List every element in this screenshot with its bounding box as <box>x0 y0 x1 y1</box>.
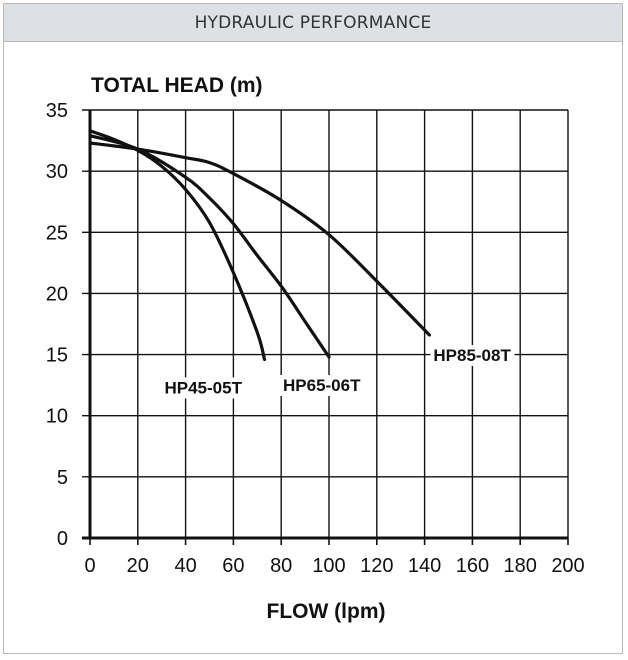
grid-lines <box>82 109 569 545</box>
series-label: HP85-08T <box>433 346 511 365</box>
y-axis-title: TOTAL HEAD (m) <box>91 74 263 97</box>
series-label: HP45-05T <box>164 378 242 397</box>
panel-header: HYDRAULIC PERFORMANCE <box>4 4 622 42</box>
x-tick-label: 0 <box>84 555 95 577</box>
y-tick-label: 0 <box>57 528 68 550</box>
y-tick-label: 30 <box>46 161 68 183</box>
x-tick-label: 40 <box>174 555 196 577</box>
series-label-background <box>430 345 515 367</box>
series-label-background <box>161 377 246 399</box>
y-tick-label: 15 <box>46 345 68 367</box>
x-tick-label: 160 <box>456 555 489 577</box>
x-axis-title: FLOW (lpm) <box>267 600 386 623</box>
y-tick-label: 5 <box>57 467 68 489</box>
panel-title: HYDRAULIC PERFORMANCE <box>194 12 432 33</box>
curve-hp45-05t <box>88 129 267 362</box>
x-tick-label: 80 <box>270 555 292 577</box>
x-tick-label: 200 <box>551 555 584 577</box>
x-tick-label: 120 <box>360 555 393 577</box>
series-label-background <box>280 375 365 397</box>
curve-hp85-08t <box>88 141 431 337</box>
curve-hp65-06t <box>88 134 331 359</box>
x-tick-label: 140 <box>408 555 441 577</box>
y-tick-label: 10 <box>46 406 68 428</box>
series-labels: HP45-05T HP65-06T HP85-08T <box>161 345 515 399</box>
x-tick-label: 20 <box>127 555 149 577</box>
tick-labels: 0 20 40 60 80 100 120 140 160 180 200 0 5 10 15 20 25 30 3… <box>46 100 585 577</box>
x-tick-label: 100 <box>312 555 345 577</box>
y-axis-title-background <box>89 74 265 97</box>
series-label: HP65-06T <box>283 376 361 395</box>
y-tick-label: 35 <box>46 100 68 122</box>
x-tick-label: 180 <box>504 555 537 577</box>
pump-curves <box>88 129 431 362</box>
y-tick-label: 20 <box>46 283 68 305</box>
y-tick-label: 25 <box>46 222 68 244</box>
x-tick-label: 60 <box>222 555 244 577</box>
